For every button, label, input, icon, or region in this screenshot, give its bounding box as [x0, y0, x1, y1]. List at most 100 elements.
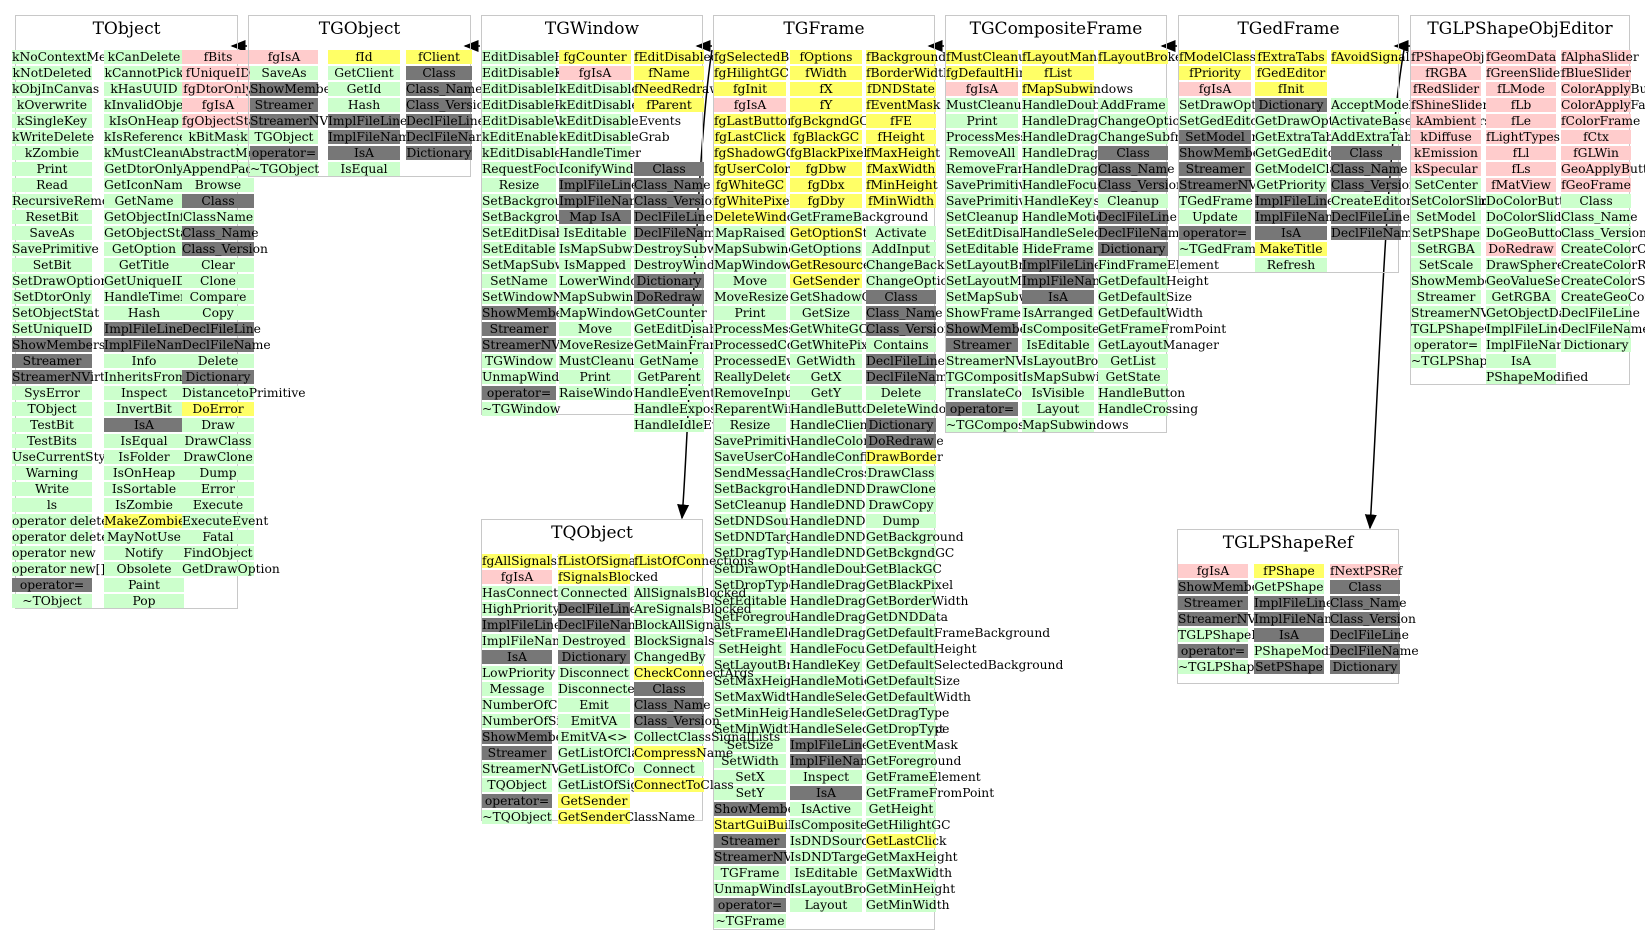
- member-entry: ProcessedEvent: [714, 354, 814, 368]
- member-entry: kCannotPick: [104, 66, 184, 80]
- member-entry: Layout: [1022, 402, 1094, 416]
- member-entry: fShineSlider: [1411, 98, 1489, 112]
- member-entry: MapWindow: [714, 258, 792, 272]
- member-entry: IsEqual: [104, 434, 184, 448]
- member-entry: NumberOfSignals: [482, 714, 594, 728]
- member-entry: fMustCleanup: [946, 50, 1034, 64]
- member-entry: IsA: [1255, 226, 1327, 240]
- member-entry: Streamer: [1411, 290, 1481, 304]
- member-entry: StartGuiBuilding: [714, 818, 820, 832]
- member-entry: ImplFileName: [1022, 274, 1112, 288]
- member-entry: HighPriority: [482, 602, 560, 616]
- member-entry: SetUniqueID: [12, 322, 93, 336]
- member-entry: Notify: [104, 546, 184, 560]
- class-box-tgobject: TGObject fgIsA SaveAs ShowMembers Streamer St…: [248, 15, 495, 178]
- member-entry: GetDrawOption: [1255, 114, 1353, 128]
- member-entry: fWidth: [790, 66, 862, 80]
- member-entry: fgIsA: [714, 98, 786, 112]
- member-entry: Copy: [182, 306, 254, 320]
- member-entry: GetHilightGC: [866, 818, 951, 832]
- member-entry: DeclFileName: [866, 370, 955, 384]
- member-entry: GetSender: [558, 794, 630, 808]
- member-entry: operator=: [1179, 226, 1251, 240]
- member-entry: GetHeight: [866, 802, 936, 816]
- member-entry: fCtx: [1561, 130, 1631, 144]
- member-column: fgIsA SaveAs ShowMembers Streamer StreamerNV…: [250, 50, 362, 178]
- member-entry: HandleCrossing: [790, 466, 891, 480]
- member-entry: CreateColorControls: [1561, 242, 1645, 256]
- member-entry: Clone: [182, 274, 254, 288]
- class-title: TGedFrame: [1237, 19, 1340, 39]
- member-entry: kEditDisable: [559, 82, 639, 96]
- class-title: TGLPShapeRef: [1222, 533, 1354, 553]
- member-entry: ResetBit: [12, 210, 92, 224]
- member-entry: ChangeOptions: [1098, 114, 1195, 128]
- member-entry: operator=: [250, 146, 318, 160]
- member-entry: SetDNDSource: [714, 514, 809, 528]
- member-entry: SetLayoutManager: [946, 274, 1066, 288]
- member-entry: Paint: [104, 578, 184, 592]
- member-entry: GetClient: [328, 66, 400, 80]
- member-entry: IsEditable: [790, 866, 862, 880]
- member-entry: DoGeoButton: [1486, 226, 1570, 240]
- member-entry: Fatal: [182, 530, 254, 544]
- member-entry: ClassName: [182, 210, 254, 224]
- member-entry: SetBackgroundColor: [714, 482, 845, 496]
- member-entry: IsA: [1486, 354, 1556, 368]
- member-entry: Streamer: [1178, 596, 1248, 610]
- member-entry: fEditDisabled: [634, 50, 719, 64]
- member-entry: Layout: [790, 898, 862, 912]
- member-entry: HandleDragMotion: [1022, 162, 1143, 176]
- member-entry: GetShadowGC: [790, 290, 881, 304]
- member-entry: HandleTimer: [104, 290, 187, 304]
- member-entry: IsDNDTarget: [790, 850, 873, 864]
- member-entry: GetMinHeight: [866, 882, 956, 896]
- member-entry: Class_Version: [406, 98, 492, 112]
- member-entry: fgDbw: [790, 162, 862, 176]
- member-column: fPShapeObj fRGBA fRedSlider fShineSlider kAm…: [1411, 50, 1555, 370]
- member-entry: Class_Name: [866, 306, 943, 320]
- member-entry: fNeedRedraw: [634, 82, 720, 96]
- member-entry: CreateColorSliders: [1561, 274, 1645, 288]
- member-entry: fColorFrame: [1561, 114, 1641, 128]
- member-entry: IsMapped: [559, 258, 631, 272]
- member-entry: EditDisableLayout: [482, 82, 597, 96]
- member-entry: IsComposite: [790, 818, 868, 832]
- member-entry: StreamerNVirtual: [482, 338, 595, 352]
- member-entry: fDNDState: [866, 82, 936, 96]
- member-entry: GetFrameElement: [866, 770, 981, 784]
- member-entry: HandleMotion: [1022, 210, 1112, 224]
- member-column: fNextPSRef Class Class_Name Class_Version De…: [1330, 564, 1419, 676]
- member-entry: DestroySubwindows: [634, 242, 762, 256]
- member-entry: MustCleanup: [559, 354, 643, 368]
- member-entry: SetEditDisabled: [946, 226, 1047, 240]
- member-entry: Disconnected: [558, 682, 643, 696]
- member-entry: GetOptions: [790, 242, 862, 256]
- member-entry: fRedSlider: [1411, 82, 1481, 96]
- member-entry: Message: [482, 682, 552, 696]
- member-entry: kEditDisableEvents: [559, 114, 682, 128]
- member-entry: GetBlackPixel: [866, 578, 954, 592]
- class-title: TGWindow: [544, 19, 640, 39]
- member-entry: SetY: [714, 786, 786, 800]
- member-entry: BlockAllSignals: [634, 618, 732, 632]
- member-entry: GetBlackGC: [866, 562, 942, 576]
- member-entry: EditDisableHeight: [482, 50, 597, 64]
- member-entry: fFE: [866, 114, 936, 128]
- member-entry: Print: [946, 114, 1018, 128]
- member-entry: ImplFileLine: [559, 178, 639, 192]
- member-entry: [1098, 66, 1168, 80]
- member-entry: IsA: [328, 146, 400, 160]
- member-entry: Class_Name: [634, 698, 711, 712]
- member-entry: NumberOfConnections: [482, 698, 626, 712]
- member-entry: fgShadowGC: [714, 146, 796, 160]
- class-title: TGFrame: [783, 19, 865, 39]
- member-entry: GetFrameBackground: [790, 210, 929, 224]
- member-entry: Class_Version: [182, 242, 268, 256]
- member-entry: AddInput: [866, 242, 936, 256]
- member-entry: HandleSelection: [790, 690, 894, 704]
- member-entry: fModelClass: [1179, 50, 1256, 64]
- member-entry: fgAllSignalsBlocked: [482, 554, 607, 568]
- member-entry: Class_Version: [634, 194, 720, 208]
- member-column: fLayoutBroken AddFrame ChangeOptions Change…: [1098, 50, 1289, 418]
